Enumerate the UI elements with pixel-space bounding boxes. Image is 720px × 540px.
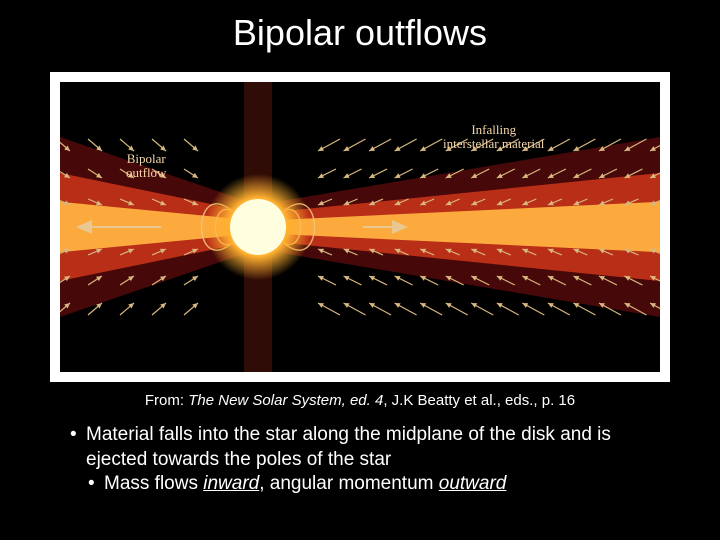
- caption-prefix: From:: [145, 392, 188, 409]
- label-bipolar-outflow-line2: outflow: [126, 166, 166, 180]
- bullet-item: •Mass flows inward, angular momentum out…: [88, 472, 670, 497]
- label-infalling: Infalling interstellar material: [443, 123, 544, 152]
- bullet-text: Material falls into the star along the m…: [86, 423, 670, 472]
- bullet-dot: •: [70, 423, 86, 472]
- figure-frame: Bipolar outflow Infalling interstellar m…: [50, 72, 670, 382]
- caption-title: The New Solar System, ed. 4: [188, 392, 383, 409]
- figure-caption: From: The New Solar System, ed. 4, J.K B…: [0, 392, 720, 409]
- bullet-text: Mass flows inward, angular momentum outw…: [104, 472, 506, 497]
- label-infalling-line1: Infalling: [443, 123, 544, 137]
- caption-rest: , J.K Beatty et al., eds., p. 16: [383, 392, 575, 409]
- label-infalling-line2: interstellar material: [443, 137, 544, 151]
- bullet-item: •Material falls into the star along the …: [70, 423, 670, 472]
- bipolar-outflow-diagram: [60, 82, 660, 372]
- bullet-list: •Material falls into the star along the …: [70, 423, 670, 497]
- bullet-dot: •: [88, 472, 104, 497]
- label-bipolar-outflow-line1: Bipolar: [126, 152, 166, 166]
- slide-title: Bipolar outflows: [0, 0, 720, 54]
- figure: Bipolar outflow Infalling interstellar m…: [60, 82, 660, 372]
- label-bipolar-outflow: Bipolar outflow: [126, 152, 166, 181]
